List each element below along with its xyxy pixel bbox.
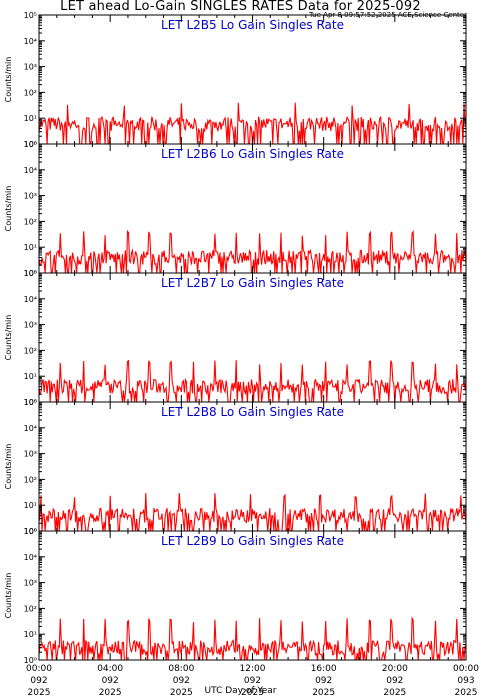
x-tick-label-day: 092	[244, 676, 261, 686]
panel-title: LET L2B7 Lo Gain Singles Rate	[161, 276, 344, 290]
y-tick-label: 10²	[24, 604, 37, 613]
y-tick-label: 10⁰	[24, 269, 37, 278]
y-tick-label: 10¹	[24, 114, 37, 123]
x-tick-label-time: 04:00	[97, 664, 123, 674]
y-tick-label: 10¹	[24, 372, 37, 381]
y-axis-label: Counts/min	[4, 573, 13, 619]
chart-panel-4: 10⁰ 10¹ 10² 10³ 10⁴ 10⁵ LET L2B8 Lo Gain Singl…	[4, 398, 467, 536]
y-tick-label: 10²	[24, 88, 37, 97]
y-tick-label: 10⁴	[24, 37, 37, 46]
series-line	[38, 492, 467, 532]
x-tick-label-time: 20:00	[382, 664, 408, 674]
x-tick-label-time: 12:00	[240, 664, 266, 674]
y-tick-label: 10⁵	[24, 140, 37, 149]
x-tick-label-day: 092	[173, 676, 190, 686]
x-tick-label-day: 092	[30, 676, 47, 686]
y-tick-label: 10¹	[24, 630, 37, 639]
x-tick-label-year: 2025	[99, 688, 122, 698]
y-tick-label: 10²	[24, 346, 37, 355]
y-tick-label: 10²	[24, 217, 37, 226]
y-tick-label: 10³	[24, 321, 37, 330]
x-tick-label-day: 092	[315, 676, 332, 686]
y-tick-label: 10⁰	[24, 140, 37, 149]
x-tick-label-time: 00:00	[453, 664, 479, 674]
y-axis-label: Counts/min	[4, 444, 13, 490]
x-tick-label-year: 2025	[241, 688, 264, 698]
panel-title: LET L2B6 Lo Gain Singles Rate	[161, 147, 344, 161]
y-tick-label: 10⁵	[24, 398, 37, 407]
y-tick-label: 10⁵	[24, 11, 37, 20]
y-tick-label: 10⁰	[24, 656, 37, 665]
chart-panel-1: 10⁰ 10¹ 10² 10³ 10⁴ 10⁵ LET L2B5 Lo Gain Singl…	[4, 11, 467, 149]
y-tick-label: 10⁰	[24, 527, 37, 536]
panel-title: LET L2B8 Lo Gain Singles Rate	[161, 405, 344, 419]
y-tick-label: 10⁰	[24, 398, 37, 407]
y-tick-label: 10¹	[24, 501, 37, 510]
page-title: LET ahead Lo-Gain SINGLES RATES Data for…	[60, 0, 421, 14]
y-tick-label: 10⁴	[24, 295, 37, 304]
y-tick-label: 10⁵	[24, 527, 37, 536]
x-tick-label-day: 092	[386, 676, 403, 686]
y-tick-label: 10¹	[24, 243, 37, 252]
chart-panel-5: 10⁰ 10¹ 10² 10³ 10⁴ 10⁵ LET L2B9 Lo Gain Singl…	[4, 527, 467, 665]
x-axis-title: UTC Day of Year	[204, 686, 277, 696]
y-tick-label: 10⁴	[24, 166, 37, 175]
y-axis-label: Counts/min	[4, 315, 13, 361]
series-line	[38, 616, 467, 661]
x-tick-label-day: 092	[102, 676, 119, 686]
plot-frame	[38, 530, 467, 661]
x-tick-label-day: 093	[457, 676, 474, 686]
x-tick-label-time: 16:00	[311, 664, 337, 674]
y-tick-label: 10³	[24, 63, 37, 72]
x-axis-labels: 00:00 092 2025 04:00 092 2025 08:00 092 2025 12:0…	[26, 664, 479, 698]
y-axis-label: Counts/min	[4, 57, 13, 103]
y-tick-label: 10⁵	[24, 269, 37, 278]
chart-panel-3: 10⁰ 10¹ 10² 10³ 10⁴ 10⁵ LET L2B7 Lo Gain Singl…	[4, 269, 467, 407]
x-tick-label-year: 2025	[170, 688, 193, 698]
y-tick-label: 10²	[24, 475, 37, 484]
x-tick-label-year: 2025	[312, 688, 335, 698]
x-tick-label-time: 00:00	[26, 664, 52, 674]
y-tick-label: 10³	[24, 450, 37, 459]
y-axis-label: Counts/min	[4, 186, 13, 232]
x-tick-label-year: 2025	[383, 688, 406, 698]
chart-panel-2: 10⁰ 10¹ 10² 10³ 10⁴ 10⁵ LET L2B6 Lo Gain Singl…	[4, 140, 467, 278]
y-tick-label: 10³	[24, 192, 37, 201]
y-tick-label: 10⁴	[24, 553, 37, 562]
x-tick-label-time: 08:00	[168, 664, 194, 674]
y-tick-label: 10³	[24, 579, 37, 588]
x-tick-label-year: 2025	[455, 688, 478, 698]
panel-title: LET L2B5 Lo Gain Singles Rate	[161, 18, 344, 32]
plot-frame	[38, 143, 467, 274]
panel-title: LET L2B9 Lo Gain Singles Rate	[161, 534, 344, 548]
x-tick-label-year: 2025	[28, 688, 51, 698]
y-tick-label: 10⁴	[24, 424, 37, 433]
